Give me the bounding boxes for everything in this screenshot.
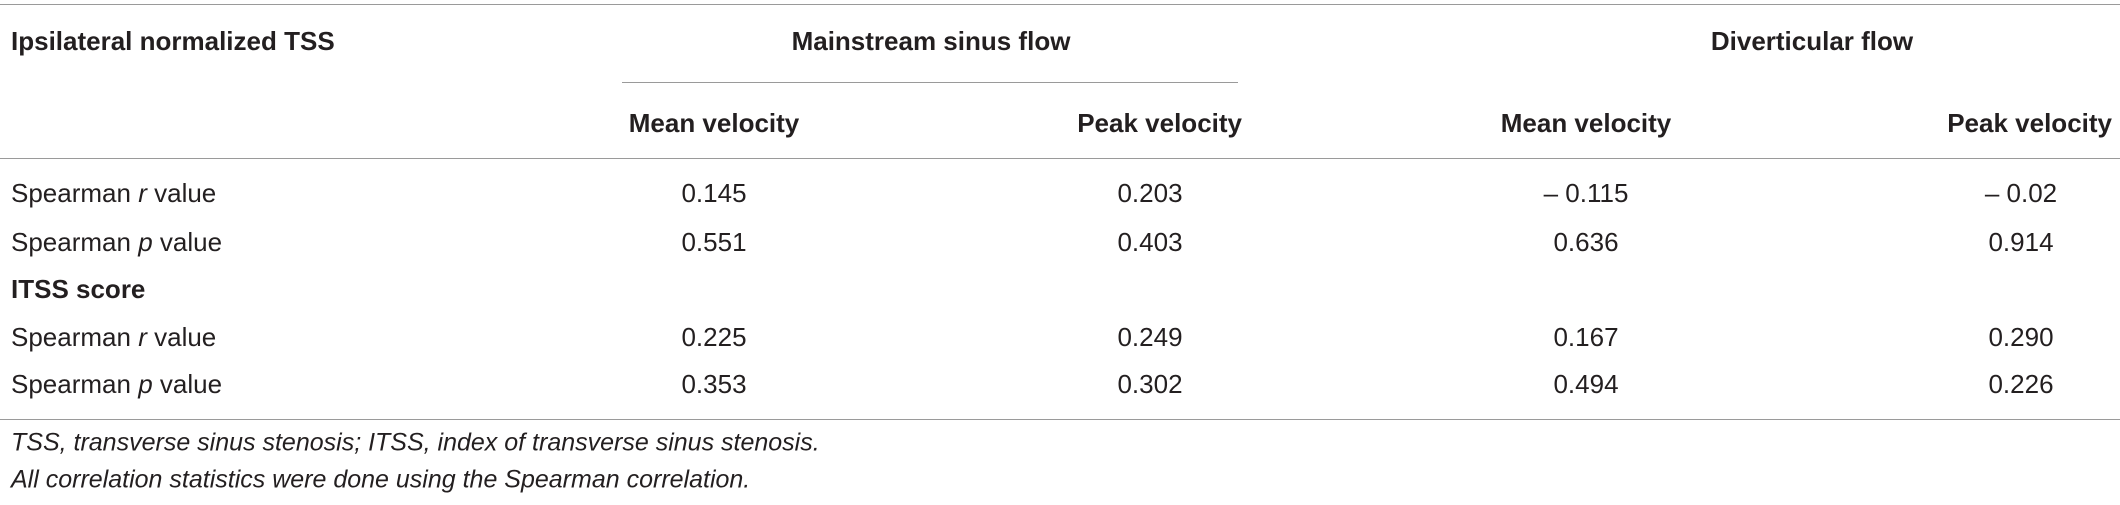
- cell-value: 0.167: [1553, 322, 1619, 352]
- sub-header: Mean velocity: [1500, 108, 1672, 138]
- sub-header: Peak velocity: [1947, 108, 2112, 138]
- row-label: Spearman p value: [11, 371, 222, 397]
- label-part: p: [138, 227, 153, 257]
- row-label: Spearman r value: [11, 324, 216, 350]
- cell-value: 0.494: [1553, 369, 1619, 399]
- row-label: Spearman r value: [11, 180, 216, 206]
- bottom-rule: [0, 419, 2120, 420]
- cell-value: 0.302: [1117, 369, 1183, 399]
- cell-value: 0.353: [681, 369, 747, 399]
- cell-value: 0.636: [1553, 227, 1619, 257]
- label-part: r: [138, 322, 147, 352]
- cell-value: 0.914: [1988, 227, 2054, 257]
- sub-header: Peak velocity: [1077, 108, 1242, 138]
- cell-value: – 0.115: [1543, 178, 1629, 208]
- column-group-header: Mainstream sinus flow: [791, 26, 1071, 56]
- cell-value: 0.249: [1117, 322, 1183, 352]
- label-part: value: [159, 369, 223, 399]
- footnote: TSS, transverse sinus stenosis; ITSS, in…: [11, 428, 820, 457]
- sub-header: Mean velocity: [628, 108, 800, 138]
- label-part: value: [154, 178, 217, 208]
- cell-value: 0.403: [1117, 227, 1183, 257]
- cell-value: 0.145: [681, 178, 747, 208]
- label-part: p: [138, 369, 153, 399]
- label-part: r: [138, 178, 147, 208]
- header-rule: [0, 158, 2120, 159]
- column-header: Ipsilateral normalized TSS: [11, 26, 335, 56]
- cell-value: 0.226: [1988, 369, 2054, 399]
- row-label: Spearman p value: [11, 229, 222, 255]
- top-rule: [0, 4, 2120, 5]
- cell-value: 0.551: [681, 227, 747, 257]
- section-label: ITSS score: [11, 274, 146, 304]
- column-group-header: Diverticular flow: [1710, 26, 1914, 56]
- cell-value: – 0.02: [1984, 178, 2058, 208]
- cell-value: 0.290: [1988, 322, 2054, 352]
- label-part: value: [154, 322, 217, 352]
- label-part: Spearman: [11, 227, 131, 257]
- label-part: Spearman: [11, 369, 131, 399]
- label-part: Spearman: [11, 322, 131, 352]
- label-part: Spearman: [11, 178, 131, 208]
- footnote: All correlation statistics were done usi…: [11, 465, 751, 494]
- label-part: value: [159, 227, 223, 257]
- cell-value: 0.225: [681, 322, 747, 352]
- group-rule: [622, 82, 1238, 83]
- cell-value: 0.203: [1117, 178, 1183, 208]
